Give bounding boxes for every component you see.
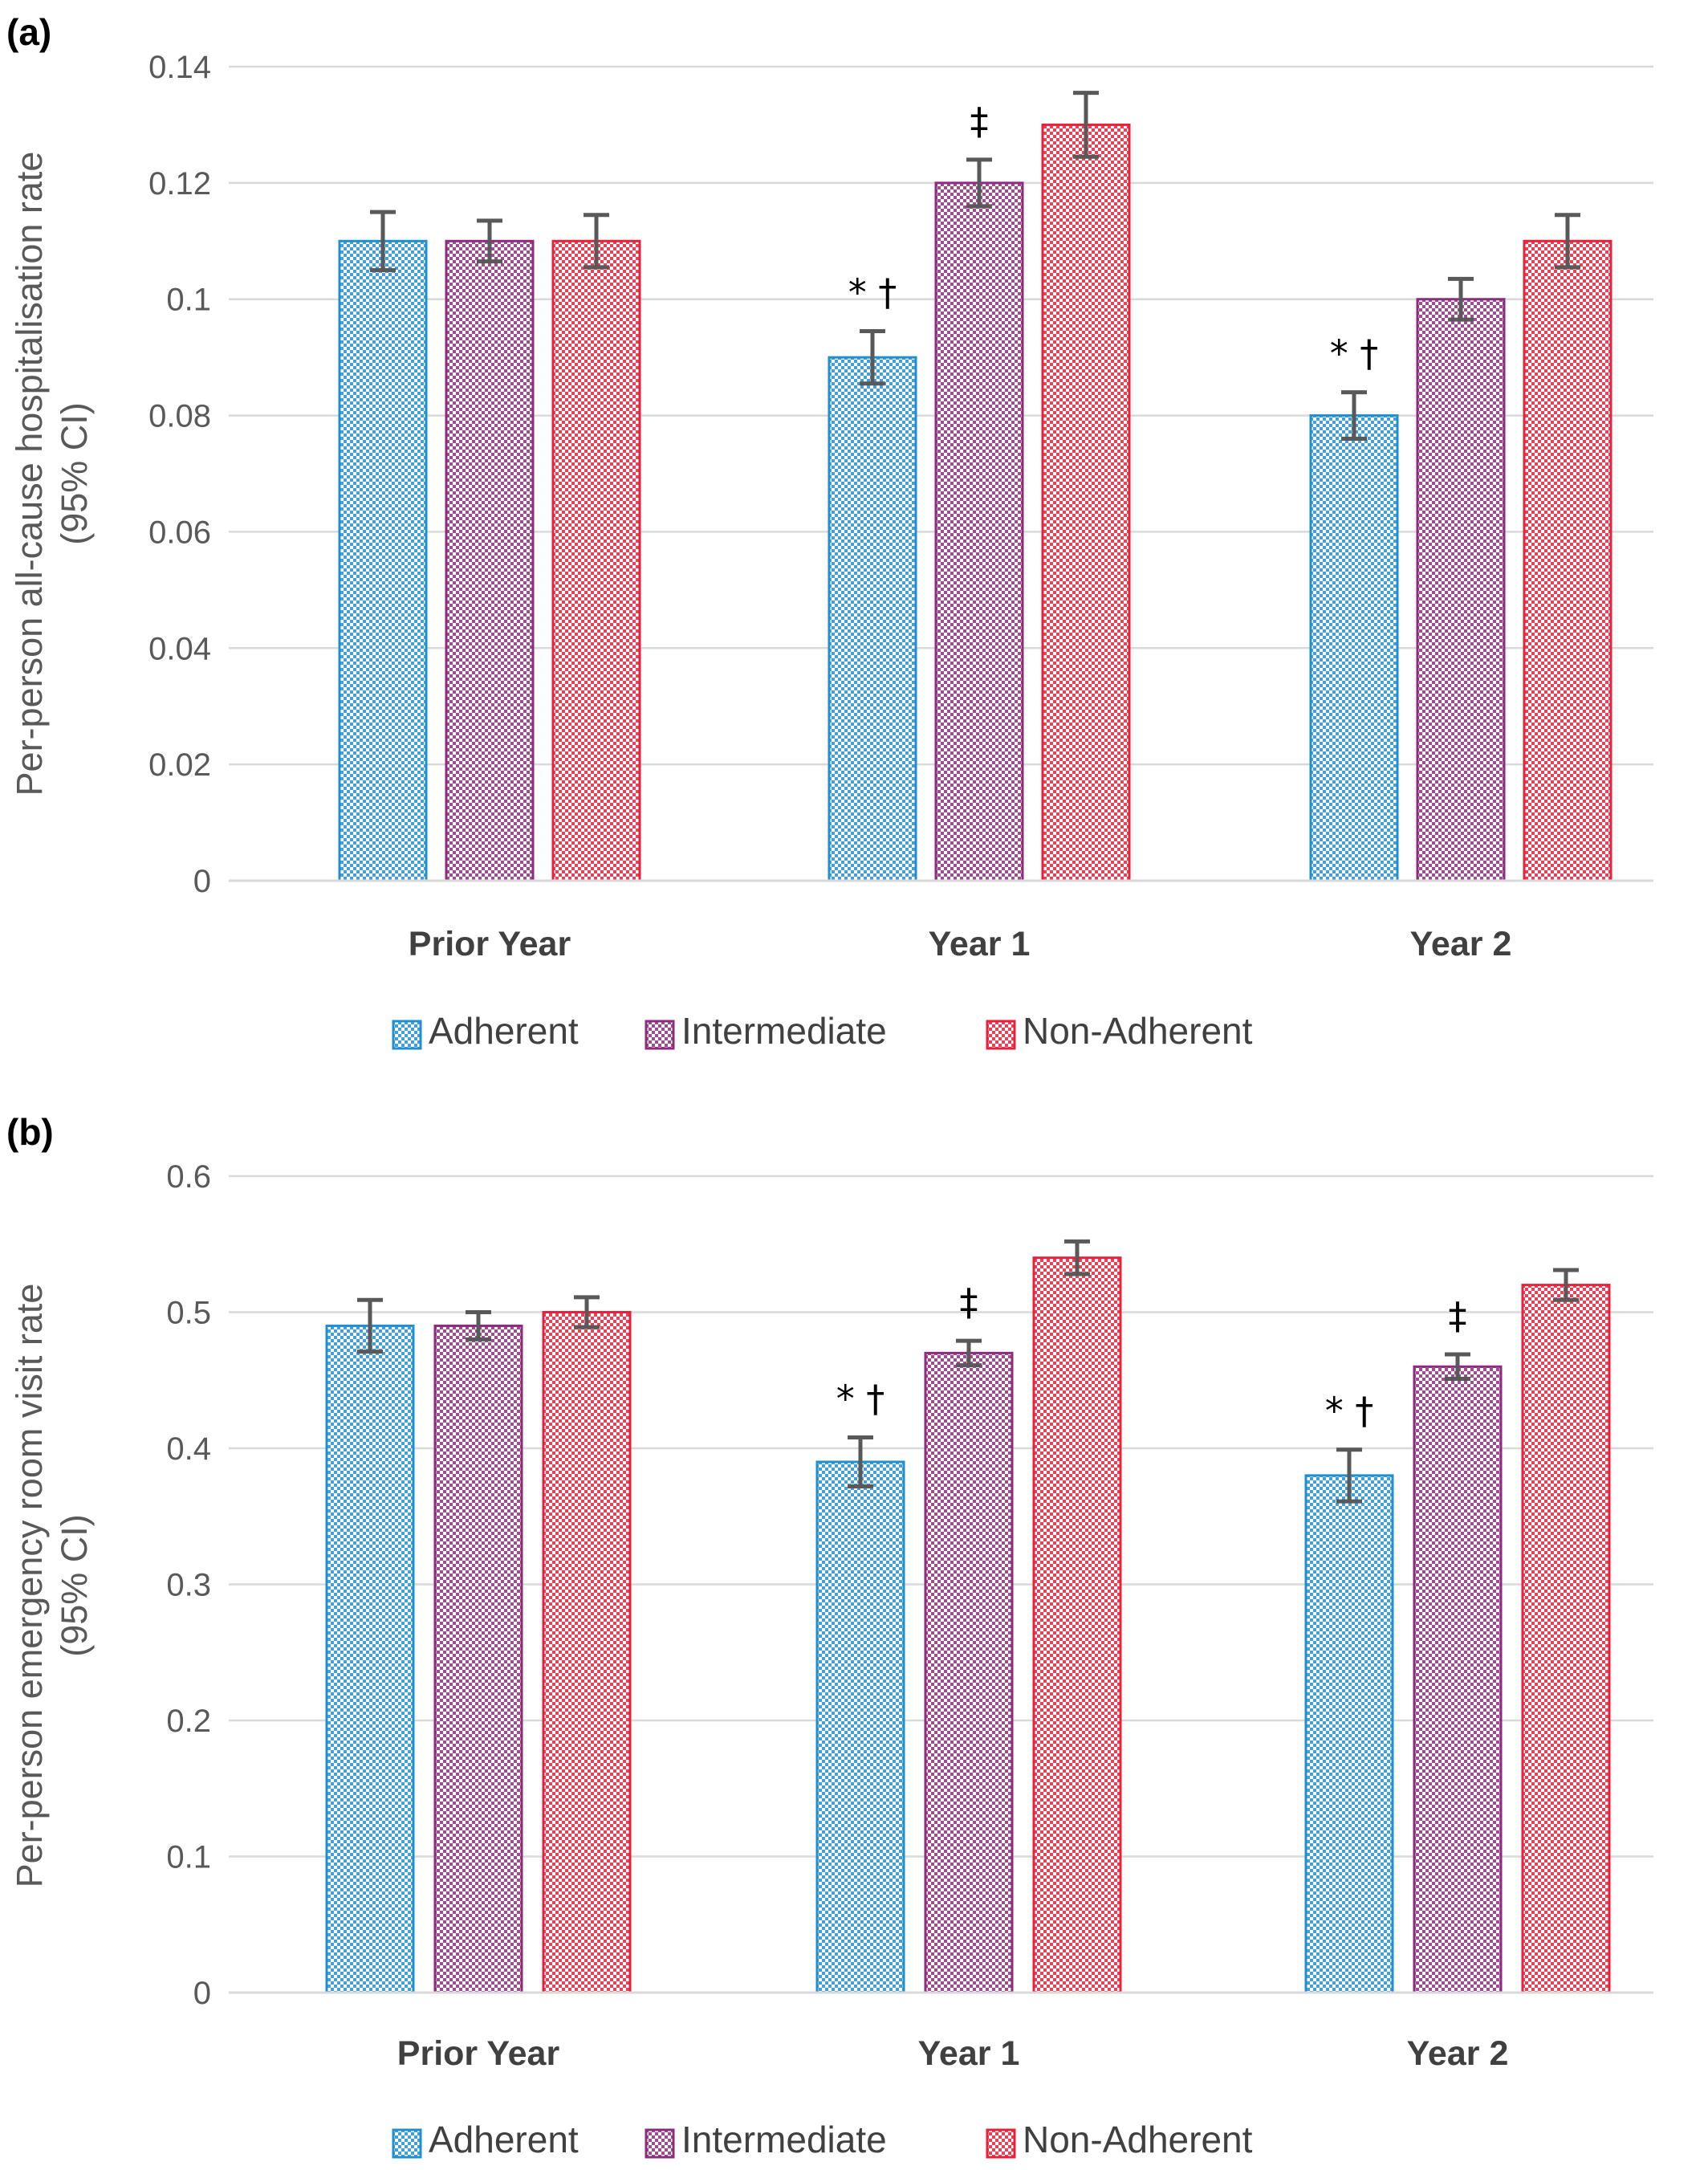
error-bar-intermediate-year-1	[966, 157, 992, 209]
y-axis-label: Per-person emergency room visit rate (95%…	[9, 1284, 95, 1888]
significance-marker: * †	[1330, 332, 1379, 376]
y-tick-label: 0.3	[166, 1568, 211, 1603]
significance-marker: * †	[1325, 1390, 1374, 1433]
legend-label: Adherent	[429, 2119, 579, 2160]
y-tick-label: 0.2	[166, 1704, 211, 1739]
legend-swatch	[986, 2128, 1016, 2159]
error-bar-non-adherent-year-2	[1555, 213, 1580, 270]
bar-intermediate-prior-year	[433, 1324, 523, 1994]
bar-intermediate-year-2	[1416, 298, 1506, 882]
bar-non-adherent-year-2	[1523, 239, 1612, 882]
significance-marker: * †	[848, 271, 897, 315]
bar-adherent-prior-year	[325, 1324, 415, 1994]
legend-label: Intermediate	[681, 1010, 887, 1052]
significance-marker: ‡	[970, 100, 989, 143]
error-bar-adherent-prior-year	[370, 210, 396, 272]
significance-marker: ‡	[960, 1280, 978, 1324]
panel-a: (a) 0 0.02 0.04 0.06 0.08 0.1 0.12 0.14 Per-perso…	[6, 11, 1653, 1052]
significance-marker: * †	[836, 1377, 885, 1420]
x-category-label: Year 1	[929, 925, 1031, 963]
legend-label: Adherent	[429, 1010, 579, 1052]
legend-swatch	[392, 1020, 422, 1050]
error-bar-intermediate-year-2	[1445, 1352, 1470, 1382]
error-bar-adherent-year-1	[848, 1435, 873, 1488]
legend-swatch	[645, 1020, 675, 1050]
bar-adherent-year-2	[1304, 1474, 1394, 1994]
bar-adherent-year-1	[828, 356, 917, 882]
bar-intermediate-prior-year	[445, 239, 535, 882]
x-category-label: Year 2	[1407, 2034, 1509, 2073]
x-category-label: Year 1	[918, 2034, 1020, 2073]
legend-item-intermediate: Intermediate	[645, 2119, 887, 2160]
y-tick-label: 0	[193, 1976, 211, 2011]
bar-non-adherent-year-2	[1521, 1284, 1611, 1994]
legend-swatch	[645, 2128, 675, 2159]
error-bar-adherent-prior-year	[357, 1297, 383, 1354]
x-category-label: Prior Year	[409, 925, 571, 963]
y-tick-label: 0.4	[166, 1431, 211, 1467]
legend-item-non-adherent: Non-Adherent	[986, 2119, 1253, 2160]
bar-non-adherent-year-1	[1032, 1256, 1122, 1994]
bar-intermediate-year-1	[924, 1351, 1014, 1994]
legend-swatch	[986, 1020, 1016, 1050]
error-bar-non-adherent-year-2	[1553, 1268, 1579, 1302]
error-bar-non-adherent-prior-year	[574, 1295, 600, 1329]
legend-item-adherent: Adherent	[392, 1010, 579, 1052]
x-category-label: Prior Year	[397, 2034, 560, 2073]
y-axis-label: Per-person all-cause hospitalisation rat…	[9, 152, 95, 796]
bar-non-adherent-prior-year	[542, 1311, 632, 1994]
bar-intermediate-year-1	[934, 181, 1024, 882]
y-tick-label: 0.08	[148, 399, 211, 434]
y-tick-label: 0.1	[166, 1840, 211, 1875]
panel-label: (b)	[6, 1111, 54, 1153]
panel-label: (a)	[6, 11, 51, 53]
error-bar-intermediate-year-1	[956, 1338, 982, 1368]
error-bar-adherent-year-2	[1341, 390, 1367, 442]
y-tick-label: 0.06	[148, 515, 211, 550]
y-tick-label: 0.14	[148, 50, 211, 85]
y-tick-label: 0.1	[166, 283, 211, 318]
error-bar-non-adherent-year-1	[1064, 1239, 1090, 1276]
legend-label: Non-Adherent	[1023, 2119, 1253, 2160]
y-tick-label: 0.12	[148, 166, 211, 202]
bar-adherent-prior-year	[338, 239, 428, 882]
y-tick-label: 0	[193, 864, 211, 899]
y-tick-label: 0.5	[166, 1296, 211, 1331]
significance-marker: ‡	[1449, 1294, 1467, 1337]
bar-non-adherent-prior-year	[551, 239, 641, 882]
error-bar-non-adherent-year-1	[1073, 91, 1099, 159]
error-bar-adherent-year-2	[1336, 1447, 1362, 1504]
y-tick-label: 0.04	[148, 631, 211, 666]
bar-adherent-year-1	[815, 1460, 905, 1994]
legend-item-non-adherent: Non-Adherent	[986, 1010, 1253, 1052]
bar-intermediate-year-2	[1413, 1365, 1503, 1994]
x-category-label: Year 2	[1410, 925, 1512, 963]
legend-item-intermediate: Intermediate	[645, 1010, 887, 1052]
panel-b: (b) 0 0.1 0.2 0.3 0.4 0.5 0.6 Per-person emergen…	[6, 1111, 1653, 2160]
legend-item-adherent: Adherent	[392, 2119, 579, 2160]
legend-swatch	[392, 2128, 422, 2159]
y-tick-label: 0.02	[148, 747, 211, 783]
error-bar-intermediate-year-2	[1448, 276, 1474, 322]
error-bar-non-adherent-prior-year	[584, 213, 609, 270]
error-bar-adherent-year-1	[860, 329, 885, 386]
bar-adherent-year-2	[1309, 414, 1399, 882]
error-bar-intermediate-prior-year	[477, 218, 502, 264]
legend-label: Non-Adherent	[1023, 1010, 1253, 1052]
error-bar-intermediate-prior-year	[466, 1310, 491, 1341]
y-tick-label: 0.6	[166, 1159, 211, 1195]
legend-label: Intermediate	[681, 2119, 887, 2160]
bar-non-adherent-year-1	[1041, 123, 1131, 882]
